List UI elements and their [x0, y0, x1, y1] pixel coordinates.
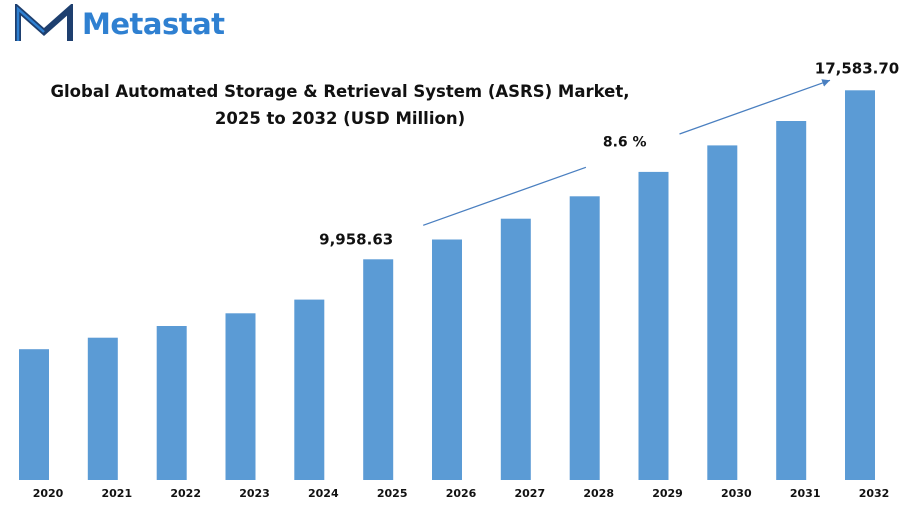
x-tick-label-2029: 2029 — [652, 487, 683, 500]
bar-2029 — [638, 171, 669, 480]
x-tick-label-2023: 2023 — [239, 487, 270, 500]
chart-title-line-2: 2025 to 2032 (USD Million) — [214, 109, 466, 128]
growth-arrow-line-left — [422, 166, 587, 226]
bar-2023 — [225, 313, 256, 480]
cagr-label: 8.6 % — [603, 135, 647, 151]
bar-2031 — [776, 121, 807, 480]
x-tick-label-2025: 2025 — [377, 487, 408, 500]
chart-title-line-1: Global Automated Storage & Retrieval Sys… — [50, 82, 630, 101]
x-tick-label-2030: 2030 — [721, 487, 752, 500]
x-axis-tick-labels: 2020 2021 2022 2023 2024 2025 2026 2027 2028 2029… — [33, 487, 890, 500]
x-tick-label-2020: 2020 — [33, 487, 64, 500]
metastat-m-logo-icon — [15, 4, 73, 41]
growth-arrow-line-right — [679, 79, 831, 135]
bar-2024 — [294, 299, 325, 480]
x-tick-label-2021: 2021 — [101, 487, 132, 500]
bar-2025 — [363, 259, 394, 480]
data-label-2032: 17,583.70 — [815, 59, 899, 77]
bar-2022 — [156, 326, 187, 480]
x-tick-label-2027: 2027 — [514, 487, 545, 500]
bar-2020 — [19, 349, 49, 480]
bar-2032 — [845, 90, 875, 481]
x-tick-label-2026: 2026 — [446, 487, 477, 500]
data-label-2025: 9,958.63 — [319, 230, 393, 248]
bar-2026 — [432, 239, 462, 480]
bar-group — [19, 90, 875, 481]
x-tick-label-2028: 2028 — [583, 487, 614, 500]
bar-2021 — [87, 337, 118, 480]
x-tick-label-2022: 2022 — [170, 487, 201, 500]
chart-annotations: 9,958.63 17,583.70 8.6 % — [319, 59, 899, 248]
bar-2028 — [569, 196, 600, 481]
x-tick-label-2024: 2024 — [308, 487, 339, 500]
bar-2030 — [707, 145, 738, 480]
chart-title: Global Automated Storage & Retrieval Sys… — [20, 78, 660, 132]
brand-logo: Metastat — [14, 4, 225, 44]
x-tick-label-2032: 2032 — [859, 487, 890, 500]
brand-name: Metastat — [82, 7, 225, 41]
x-tick-label-2031: 2031 — [790, 487, 821, 500]
bar-2027 — [500, 218, 531, 480]
